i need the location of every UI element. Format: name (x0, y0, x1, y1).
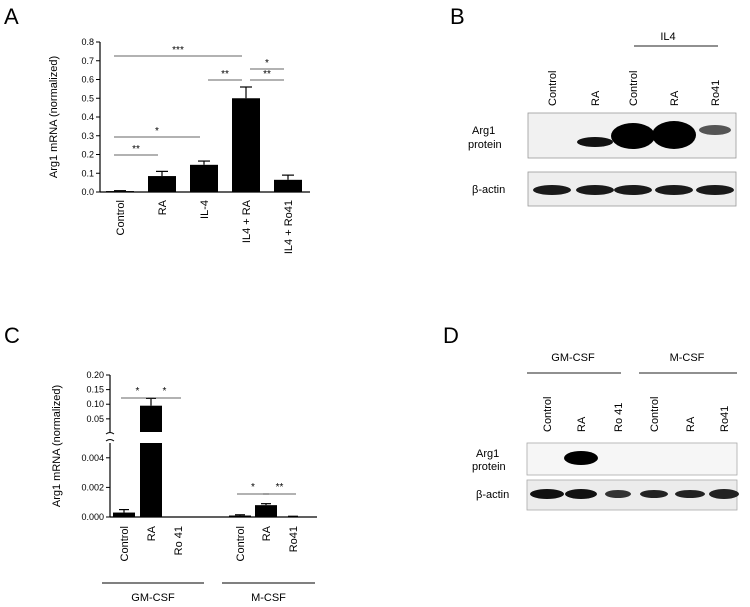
chart-c-axis-break-mark (105, 432, 115, 442)
blot-b-arg1-band (652, 121, 696, 149)
chart-a-bar (274, 179, 302, 192)
chart-c-significance-label: * (163, 386, 167, 397)
western-blot-d: GM-CSF M-CSF Control RA Ro 41 Control RA Ro41… (472, 352, 739, 511)
chart-a-significance-label: *** (172, 45, 184, 56)
chart-a-bar (148, 176, 176, 192)
chart-c-arg1-mrna-broken-axis-bar-chart: 0.000 0.002 0.004 0.05 0.10 0.15 0.20 Arg1 mRNA… (51, 370, 317, 604)
blot-b-lane-label: Control (547, 71, 559, 106)
panel-letter-d: D (443, 323, 459, 348)
chart-a-y-tick-label: 0.8 (81, 37, 94, 47)
chart-a-significance-label: ** (221, 69, 229, 80)
chart-c-y-tick-label: 0.15 (86, 385, 104, 395)
chart-c-group-label: GM-CSF (131, 592, 175, 604)
chart-a-arg1-mrna-bar-chart: 0.0 0.1 0.2 0.3 0.4 0.5 0.6 0.7 0.8 Arg1 mRNA (no… (48, 37, 310, 254)
chart-a-significance-label: ** (263, 69, 271, 80)
blot-b-il4-label: IL4 (660, 31, 675, 43)
chart-a-category-label: IL4 + RA (241, 199, 253, 243)
chart-c-significance-label: * (251, 482, 255, 493)
chart-c-category-label: Control (119, 526, 131, 561)
blot-d-lane-label: RA (685, 416, 697, 432)
blot-d-lane-label: Ro41 (719, 406, 731, 432)
chart-c-group-label: M-CSF (251, 592, 286, 604)
chart-a-category-label: IL-4 (199, 200, 211, 219)
blot-b-arg1-label-line1: Arg1 (472, 125, 495, 137)
blot-b-actin-label: β-actin (472, 184, 505, 196)
chart-a-y-tick-label: 0.0 (81, 187, 94, 197)
chart-a-category-label: Control (115, 200, 127, 235)
blot-d-lane-label: Control (649, 397, 661, 432)
panel-letter-c: C (4, 323, 20, 348)
western-blot-b: IL4 Control RA Control RA Ro41 Arg1 protein … (468, 31, 737, 207)
chart-a-category-label: RA (157, 199, 169, 215)
chart-a-significance-label: ** (132, 144, 140, 155)
panel-letter-a: A (4, 4, 19, 29)
blot-d-group-mcsf-label: M-CSF (670, 352, 705, 364)
blot-b-arg1-band (699, 125, 731, 135)
blot-d-actin-band (709, 489, 739, 499)
blot-d-lane-label: Control (542, 397, 554, 432)
blot-d-actin-band (530, 489, 564, 499)
blot-d-arg1-membrane (526, 442, 738, 476)
chart-c-category-label: Control (235, 526, 247, 561)
blot-b-lane-label: Ro41 (710, 80, 722, 106)
panel-letter-b: B (450, 4, 465, 29)
blot-d-group-gmcsf-label: GM-CSF (551, 352, 595, 364)
blot-d-lane-label: RA (576, 416, 588, 432)
blot-b-actin-band (696, 185, 734, 195)
chart-c-category-label: RA (261, 525, 273, 541)
chart-c-bar (229, 515, 251, 517)
chart-c-bar (113, 512, 135, 517)
blot-d-actin-band (675, 490, 705, 498)
chart-a-bar (190, 164, 218, 192)
chart-a-y-tick-label: 0.3 (81, 131, 94, 141)
blot-b-arg1-band (577, 137, 613, 147)
chart-c-y-tick-label: 0.004 (81, 453, 104, 463)
blot-b-arg1-band (611, 123, 655, 149)
chart-c-y-tick-label: 0.000 (81, 512, 104, 522)
chart-a-y-tick-label: 0.4 (81, 112, 94, 122)
chart-c-significance-label: ** (276, 482, 284, 493)
blot-d-actin-band (565, 489, 597, 499)
chart-c-category-label: Ro41 (288, 526, 300, 552)
blot-b-arg1-label-line2: protein (468, 139, 502, 151)
chart-c-y-tick-label: 0.10 (86, 399, 104, 409)
chart-c-y-tick-label: 0.002 (81, 482, 104, 492)
chart-a-y-axis-label: Arg1 mRNA (normalized) (48, 56, 60, 178)
chart-c-bar (255, 505, 277, 517)
chart-c-y-tick-label: 0.20 (86, 370, 104, 380)
chart-c-bar (167, 517, 189, 518)
chart-c-category-label: Ro 41 (173, 526, 185, 555)
blot-b-lane-label: Control (628, 71, 640, 106)
chart-a-y-tick-label: 0.6 (81, 75, 94, 85)
chart-a-y-tick-label: 0.7 (81, 56, 94, 66)
blot-b-lane-label: RA (669, 90, 681, 106)
chart-a-y-tick-label: 0.5 (81, 93, 94, 103)
chart-c-category-label: RA (146, 525, 158, 541)
blot-b-actin-band (614, 185, 652, 195)
chart-a-significance-label: * (265, 58, 269, 69)
chart-a-bar (232, 98, 260, 192)
chart-a-y-tick-label: 0.2 (81, 150, 94, 160)
blot-b-lane-label: RA (590, 90, 602, 106)
chart-c-y-axis-label: Arg1 mRNA (normalized) (51, 385, 63, 507)
chart-c-bar-lower-segment (140, 443, 162, 517)
chart-a-significance-label: * (155, 126, 159, 137)
chart-c-y-tick-label: 0.05 (86, 414, 104, 424)
blot-d-actin-band (640, 490, 668, 498)
blot-b-actin-band (655, 185, 693, 195)
blot-d-arg1-label-line2: protein (472, 461, 506, 473)
chart-a-category-label: IL4 + Ro41 (283, 200, 295, 254)
blot-b-actin-band (576, 185, 614, 195)
chart-a-bar (106, 191, 134, 192)
chart-c-significance-label: * (136, 386, 140, 397)
blot-d-arg1-band (564, 451, 598, 465)
chart-c-bar (140, 405, 162, 432)
blot-d-lane-label: Ro 41 (613, 403, 625, 432)
blot-d-arg1-label-line1: Arg1 (476, 448, 499, 460)
chart-a-y-tick-label: 0.1 (81, 168, 94, 178)
blot-b-actin-band (533, 185, 571, 195)
blot-d-actin-label: β-actin (476, 489, 509, 501)
blot-d-actin-band (605, 490, 631, 498)
